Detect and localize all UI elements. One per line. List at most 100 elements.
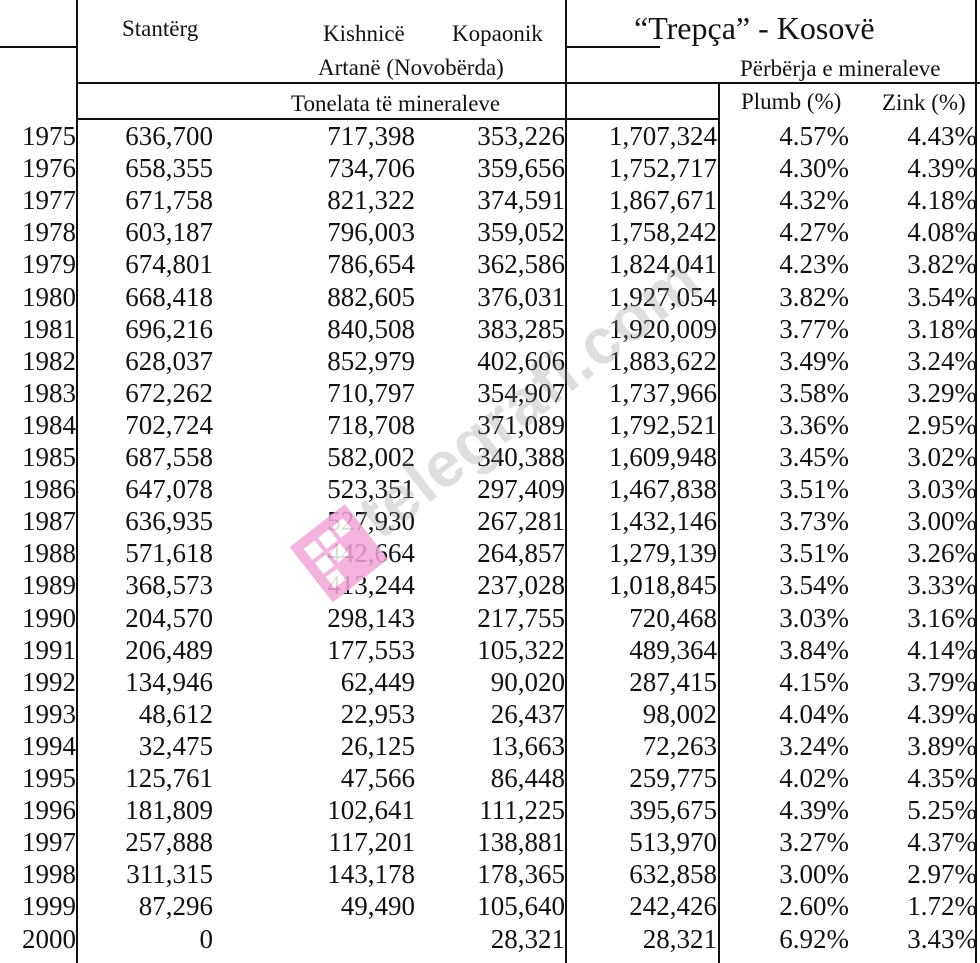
table-row: 1980 668,418 882,605 376,031 1,927,054 3.82% 3… [0, 281, 980, 313]
kishnice-cell: 143,178 [327, 859, 415, 890]
stanterg-cell: 368,573 [125, 570, 213, 601]
kishnice-cell: 734,706 [327, 153, 415, 184]
year-cell: 1983 [22, 377, 76, 408]
zink-percent-cell: 3.29% [907, 377, 977, 408]
table-row: 1986 647,078 523,351 297,409 1,467,838 3.51% 3… [0, 473, 980, 505]
zink-percent-cell: 4.35% [907, 763, 977, 793]
trepca-total-cell: 1,867,671 [609, 185, 717, 216]
stanterg-cell: 125,761 [125, 763, 213, 793]
header-divider-trepca [565, 46, 660, 48]
table-row: 1977 671,758 821,322 374,591 1,867,671 4.32% 4… [0, 184, 980, 216]
stanterg-cell: 206,489 [125, 634, 213, 665]
kopaonik-cell: 353,226 [477, 121, 565, 151]
year-cell: 1985 [22, 442, 76, 472]
stanterg-cell: 571,618 [125, 538, 213, 569]
kopaonik-cell: 297,409 [477, 474, 565, 505]
kopaonik-cell: 90,020 [490, 666, 565, 697]
plumb-percent-cell: 3.27% [779, 827, 849, 858]
table-row: 1981 696,216 840,508 383,285 1,920,009 3.77% 3… [0, 313, 980, 345]
trepca-total-cell: 1,883,622 [609, 345, 717, 376]
zink-percent-cell: 4.18% [907, 185, 977, 216]
kopaonik-cell: 105,640 [477, 891, 565, 922]
table-row: 1994 32,475 26,125 13,663 72,263 3.24% 3.89% [0, 730, 980, 762]
kopaonik-cell: 86,448 [490, 763, 565, 793]
zink-percent-cell: 3.82% [907, 249, 977, 280]
trepca-total-cell: 513,970 [629, 827, 717, 858]
kishnice-cell: 413,244 [327, 570, 415, 601]
plumb-percent-cell: 3.45% [779, 442, 849, 472]
plumb-percent-cell: 4.57% [779, 121, 849, 151]
year-cell: 1993 [22, 698, 76, 729]
year-cell: 1984 [22, 409, 76, 440]
zink-percent-cell: 4.14% [907, 634, 977, 665]
kishnice-cell: 62,449 [340, 666, 415, 697]
header-zink: Zink (%) [882, 90, 966, 115]
trepca-total-cell: 72,263 [642, 730, 717, 761]
table-row: 1983 672,262 710,797 354,907 1,737,966 3.58% 3… [0, 377, 980, 409]
trepca-column-divider [718, 82, 720, 963]
zink-percent-cell: 3.54% [907, 281, 977, 312]
zink-percent-cell: 1.72% [907, 891, 977, 922]
kopaonik-column-divider [565, 0, 567, 963]
zink-percent-cell: 3.33% [907, 570, 977, 601]
header-divider-bottom [76, 118, 720, 120]
zink-percent-cell: 3.16% [907, 602, 977, 633]
kopaonik-cell: 237,028 [477, 570, 565, 601]
kopaonik-cell: 138,881 [477, 827, 565, 858]
kishnice-cell: 840,508 [327, 313, 415, 344]
table-row: 1991 206,489 177,553 105,322 489,364 3.84% 4.1… [0, 634, 980, 666]
trepca-total-cell: 1,792,521 [609, 409, 717, 440]
table-row: 1987 636,935 527,930 267,281 1,432,146 3.73% 3… [0, 505, 980, 537]
kishnice-cell: 882,605 [327, 281, 415, 312]
year-cell: 1979 [22, 249, 76, 280]
table-row: 1990 204,570 298,143 217,755 720,468 3.03% 3.1… [0, 602, 980, 634]
plumb-percent-cell: 3.84% [779, 634, 849, 665]
year-cell: 1998 [22, 859, 76, 890]
header-plumb: Plumb (%) [741, 89, 842, 114]
year-cell: 1987 [22, 506, 76, 537]
table-row: 2000 0 28,321 28,321 6.92% 3.43% [0, 923, 980, 955]
trepca-total-cell: 1,279,139 [609, 538, 717, 569]
stanterg-cell: 687,558 [125, 442, 213, 472]
plumb-percent-cell: 3.51% [779, 474, 849, 505]
kopaonik-cell: 267,281 [477, 506, 565, 537]
table-row: 1975 636,700 717,398 353,226 1,707,324 4.57% 4… [0, 120, 980, 152]
plumb-percent-cell: 3.36% [779, 409, 849, 440]
kopaonik-cell: 374,591 [477, 185, 565, 216]
table-row: 1997 257,888 117,201 138,881 513,970 3.27% 4.3… [0, 826, 980, 858]
plumb-percent-cell: 4.15% [779, 666, 849, 697]
year-cell: 2000 [22, 923, 76, 954]
plumb-percent-cell: 3.82% [779, 281, 849, 312]
kishnice-cell: 717,398 [327, 121, 415, 151]
trepca-total-cell: 395,675 [629, 795, 717, 826]
year-cell: 1977 [22, 185, 76, 216]
plumb-percent-cell: 3.24% [779, 730, 849, 761]
table-row: 1992 134,946 62,449 90,020 287,415 4.15% 3.79% [0, 666, 980, 698]
kishnice-cell: 49,490 [340, 891, 415, 922]
kishnice-cell: 527,930 [327, 506, 415, 537]
kishnice-cell: 523,351 [327, 474, 415, 505]
year-cell: 1989 [22, 570, 76, 601]
year-cell: 1986 [22, 474, 76, 505]
year-cell: 1976 [22, 153, 76, 184]
kishnice-cell: 117,201 [328, 827, 415, 858]
kishnice-cell: 796,003 [327, 217, 415, 248]
trepca-total-cell: 242,426 [629, 891, 717, 922]
trepca-total-cell: 259,775 [629, 763, 717, 793]
zink-percent-cell: 4.08% [907, 217, 977, 248]
plumb-percent-cell: 3.51% [779, 538, 849, 569]
kishnice-cell: 298,143 [327, 602, 415, 633]
kishnice-cell: 582,002 [327, 442, 415, 472]
kopaonik-cell: 28,321 [490, 923, 565, 954]
plumb-percent-cell: 6.92% [779, 923, 849, 954]
kishnice-cell: 710,797 [327, 377, 415, 408]
right-border [975, 0, 977, 963]
stanterg-cell: 603,187 [125, 217, 213, 248]
table-row: 1985 687,558 582,002 340,388 1,609,948 3.45% 3… [0, 441, 980, 473]
zink-percent-cell: 3.26% [907, 538, 977, 569]
table-row: 1976 658,355 734,706 359,656 1,752,717 4.30% 4… [0, 152, 980, 184]
kopaonik-cell: 13,663 [490, 730, 565, 761]
plumb-percent-cell: 3.73% [779, 506, 849, 537]
trepca-total-cell: 489,364 [629, 634, 717, 665]
